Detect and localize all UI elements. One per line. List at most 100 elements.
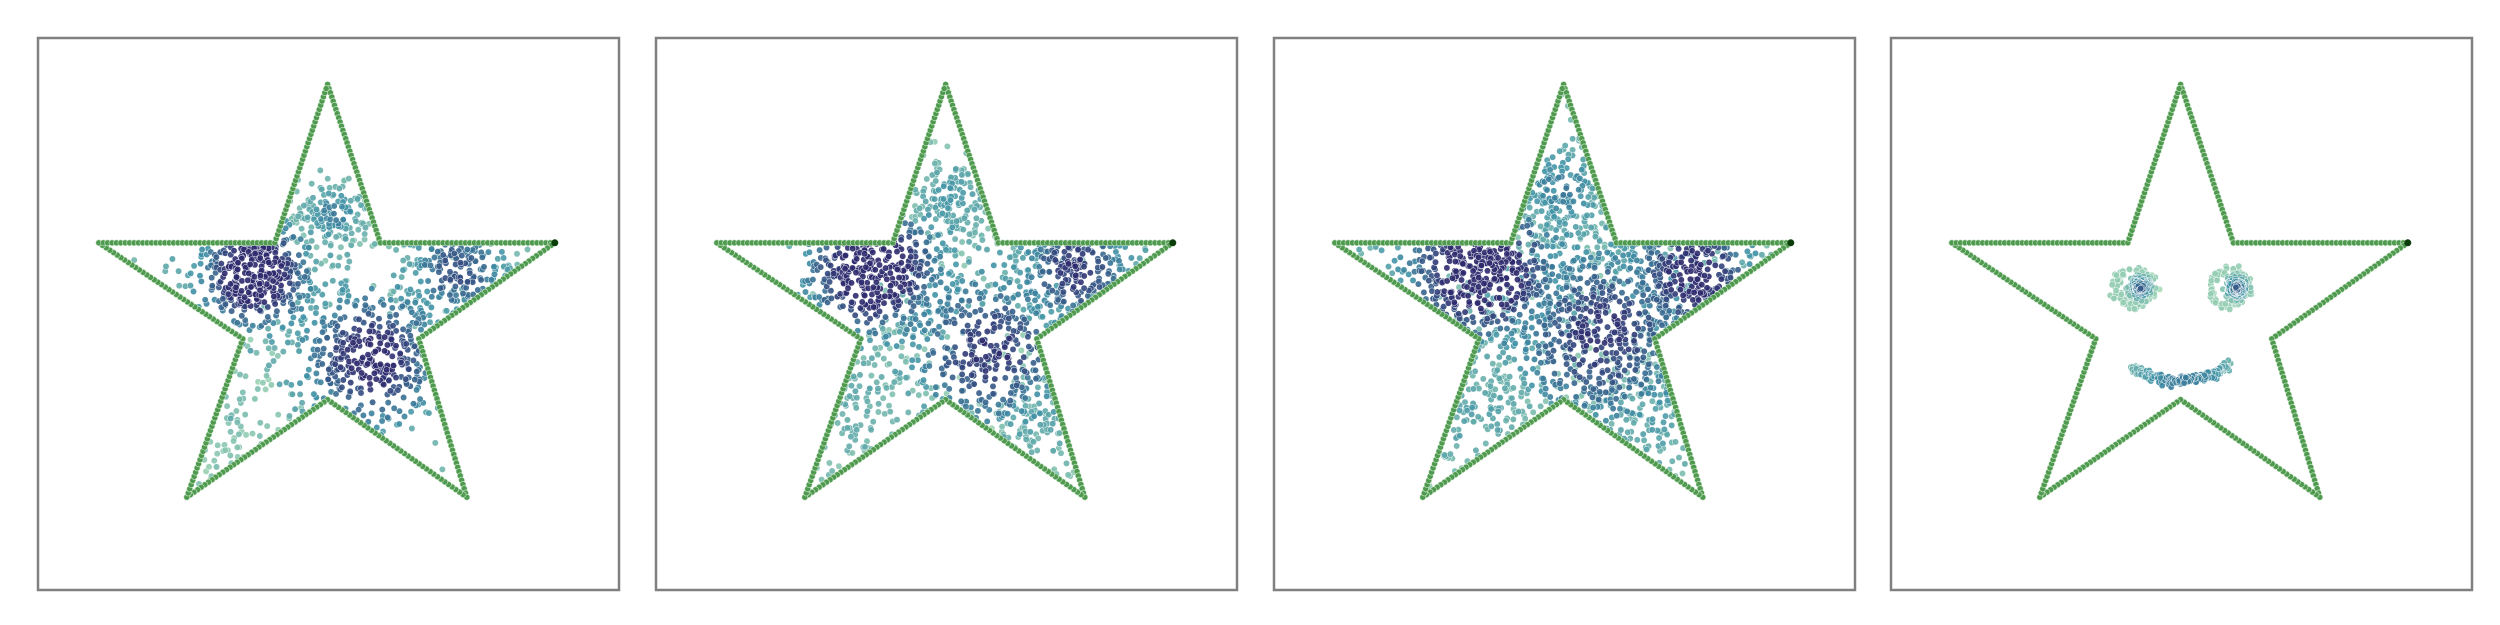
point <box>494 255 502 263</box>
point <box>271 344 279 352</box>
point <box>247 336 254 344</box>
point <box>299 258 307 266</box>
point <box>943 284 951 292</box>
point <box>1579 263 1587 271</box>
point <box>1057 449 1065 457</box>
point <box>1489 312 1497 320</box>
point <box>330 210 338 218</box>
point <box>1743 247 1751 255</box>
point <box>1490 392 1498 400</box>
point <box>1626 354 1634 362</box>
point <box>232 407 240 415</box>
point <box>845 442 853 450</box>
point <box>276 380 284 388</box>
point <box>1515 408 1522 415</box>
point <box>871 329 879 337</box>
point <box>978 336 986 344</box>
point <box>1523 222 1531 230</box>
point <box>464 278 472 286</box>
point <box>1391 257 1399 265</box>
point <box>1550 347 1557 355</box>
point <box>1098 263 1106 271</box>
point <box>1626 264 1634 272</box>
point <box>1559 198 1567 206</box>
point <box>417 278 425 285</box>
point <box>337 363 345 371</box>
point <box>338 203 346 211</box>
point <box>1575 361 1583 369</box>
point <box>890 378 898 386</box>
point <box>1630 419 1638 427</box>
point <box>443 307 451 315</box>
point <box>1596 388 1604 396</box>
point <box>851 311 859 319</box>
point <box>1616 298 1624 305</box>
point <box>809 276 817 284</box>
point <box>844 424 851 432</box>
point <box>1631 331 1638 339</box>
point <box>863 397 871 405</box>
point <box>1625 345 1633 353</box>
point <box>1487 405 1495 413</box>
point <box>878 373 886 381</box>
point <box>268 338 276 346</box>
point <box>1611 254 1619 262</box>
point <box>916 265 923 273</box>
point <box>264 325 272 333</box>
point <box>1526 229 1533 237</box>
point <box>1543 221 1551 229</box>
point <box>230 437 238 445</box>
point <box>1016 324 1024 332</box>
point <box>1595 396 1603 403</box>
point <box>1645 360 1652 368</box>
point <box>922 198 930 205</box>
point <box>1046 301 1054 309</box>
point <box>524 246 531 253</box>
point <box>1080 284 1088 292</box>
point <box>1555 338 1563 345</box>
point <box>1425 277 1433 285</box>
point <box>265 361 273 369</box>
point <box>1572 223 1580 231</box>
point <box>1501 384 1509 392</box>
point <box>1598 289 1606 297</box>
point <box>978 236 986 244</box>
point <box>1619 251 1627 259</box>
point <box>263 372 271 380</box>
point <box>287 319 295 327</box>
point <box>966 230 973 238</box>
point <box>1543 242 1551 250</box>
point <box>947 306 955 314</box>
point <box>1758 251 1766 259</box>
point <box>1542 385 1550 393</box>
point <box>932 383 940 391</box>
point <box>959 226 967 234</box>
point <box>995 409 1003 417</box>
point <box>949 373 957 381</box>
point <box>951 343 959 351</box>
point <box>401 413 408 420</box>
point <box>1608 386 1616 394</box>
point <box>1521 324 1529 332</box>
point <box>1526 402 1534 410</box>
point <box>925 319 932 327</box>
point <box>1084 246 1092 254</box>
point <box>466 269 474 277</box>
point <box>406 332 414 340</box>
point <box>1570 315 1578 322</box>
point <box>915 343 923 351</box>
point <box>446 276 454 284</box>
point <box>1547 252 1554 260</box>
point <box>1606 373 1614 381</box>
point <box>835 462 843 470</box>
point <box>1586 337 1594 344</box>
point <box>359 411 367 419</box>
point <box>364 351 372 359</box>
point <box>904 408 912 416</box>
point <box>882 333 890 341</box>
point <box>353 360 361 367</box>
point <box>849 245 857 253</box>
point <box>381 333 389 341</box>
point <box>984 282 992 290</box>
point <box>487 276 495 284</box>
